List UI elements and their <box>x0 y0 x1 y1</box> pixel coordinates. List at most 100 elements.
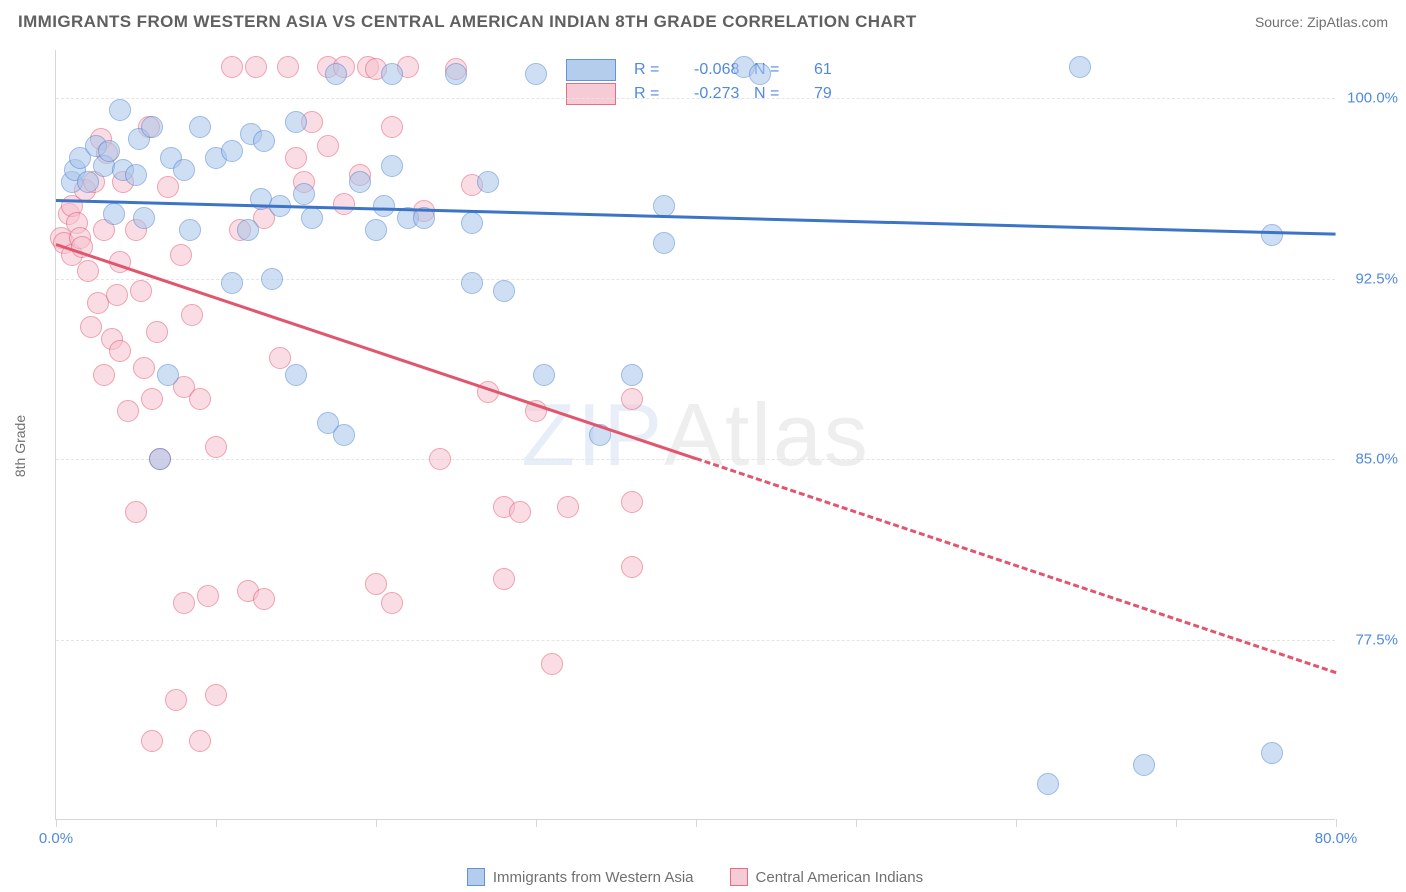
x-tick-label: 0.0% <box>39 830 73 847</box>
data-point <box>253 588 275 610</box>
trend-line <box>696 457 1337 674</box>
data-point <box>349 171 371 193</box>
data-point <box>237 219 259 241</box>
data-point <box>477 171 499 193</box>
data-point <box>749 63 771 85</box>
data-point <box>189 730 211 752</box>
data-point <box>189 116 211 138</box>
data-point <box>173 592 195 614</box>
data-point <box>461 272 483 294</box>
data-point <box>197 585 219 607</box>
data-point <box>77 260 99 282</box>
data-point <box>141 388 163 410</box>
y-tick-label: 100.0% <box>1340 90 1398 107</box>
data-point <box>103 203 125 225</box>
data-point <box>301 207 323 229</box>
source-label: Source: ZipAtlas.com <box>1255 14 1388 30</box>
data-point <box>277 56 299 78</box>
series-legend: Immigrants from Western Asia Central Amer… <box>55 868 1335 886</box>
y-tick-label: 85.0% <box>1340 451 1398 468</box>
data-point <box>621 556 643 578</box>
data-point <box>109 99 131 121</box>
x-tick <box>56 819 57 827</box>
data-point <box>653 232 675 254</box>
data-point <box>165 689 187 711</box>
data-point <box>141 730 163 752</box>
data-point <box>98 140 120 162</box>
data-point <box>1261 742 1283 764</box>
data-point <box>133 357 155 379</box>
x-tick <box>696 819 697 827</box>
n-label: N = <box>754 85 804 103</box>
data-point <box>429 448 451 470</box>
scatter-plot: ZIPAtlas R = -0.068N = 61R = -0.273N = 7… <box>55 50 1335 820</box>
x-tick <box>536 819 537 827</box>
data-point <box>1133 754 1155 776</box>
data-point <box>557 496 579 518</box>
data-point <box>125 164 147 186</box>
data-point <box>461 212 483 234</box>
data-point <box>189 388 211 410</box>
data-point <box>1037 773 1059 795</box>
data-point <box>253 130 275 152</box>
grid-line <box>56 640 1335 641</box>
x-tick <box>856 819 857 827</box>
data-point <box>333 424 355 446</box>
y-tick-label: 77.5% <box>1340 631 1398 648</box>
x-tick <box>216 819 217 827</box>
data-point <box>1069 56 1091 78</box>
watermark: ZIPAtlas <box>521 384 870 486</box>
grid-line <box>56 279 1335 280</box>
data-point <box>133 207 155 229</box>
data-point <box>493 280 515 302</box>
data-point <box>373 195 395 217</box>
data-point <box>621 364 643 386</box>
data-point <box>365 219 387 241</box>
data-point <box>245 56 267 78</box>
stat-row: R = -0.068N = 61 <box>566 59 864 81</box>
data-point <box>157 176 179 198</box>
n-value: 79 <box>814 85 864 103</box>
data-point <box>181 304 203 326</box>
data-point <box>365 573 387 595</box>
data-point <box>173 159 195 181</box>
data-point <box>141 116 163 138</box>
n-value: 61 <box>814 61 864 79</box>
series-swatch <box>566 59 616 81</box>
data-point <box>317 135 339 157</box>
x-tick <box>1016 819 1017 827</box>
correlation-legend: R = -0.068N = 61R = -0.273N = 79 <box>564 55 866 109</box>
data-point <box>205 436 227 458</box>
data-point <box>621 491 643 513</box>
data-point <box>541 653 563 675</box>
stat-row: R = -0.273N = 79 <box>566 83 864 105</box>
data-point <box>77 171 99 193</box>
series-swatch <box>566 83 616 105</box>
data-point <box>493 568 515 590</box>
data-point <box>221 140 243 162</box>
data-point <box>621 388 643 410</box>
data-point <box>285 111 307 133</box>
legend-label: Central American Indians <box>756 869 924 886</box>
data-point <box>93 364 115 386</box>
data-point <box>125 501 147 523</box>
data-point <box>381 592 403 614</box>
legend-item: Immigrants from Western Asia <box>467 868 694 886</box>
y-axis-label: 8th Grade <box>12 415 28 477</box>
data-point <box>117 400 139 422</box>
series-swatch <box>730 868 748 886</box>
data-point <box>509 501 531 523</box>
r-label: R = <box>634 85 684 103</box>
legend-item: Central American Indians <box>730 868 924 886</box>
data-point <box>445 63 467 85</box>
data-point <box>1261 224 1283 246</box>
legend-label: Immigrants from Western Asia <box>493 869 694 886</box>
x-tick <box>376 819 377 827</box>
data-point <box>333 193 355 215</box>
data-point <box>106 284 128 306</box>
data-point <box>261 268 283 290</box>
data-point <box>381 63 403 85</box>
data-point <box>109 340 131 362</box>
series-swatch <box>467 868 485 886</box>
x-tick-label: 80.0% <box>1315 830 1358 847</box>
